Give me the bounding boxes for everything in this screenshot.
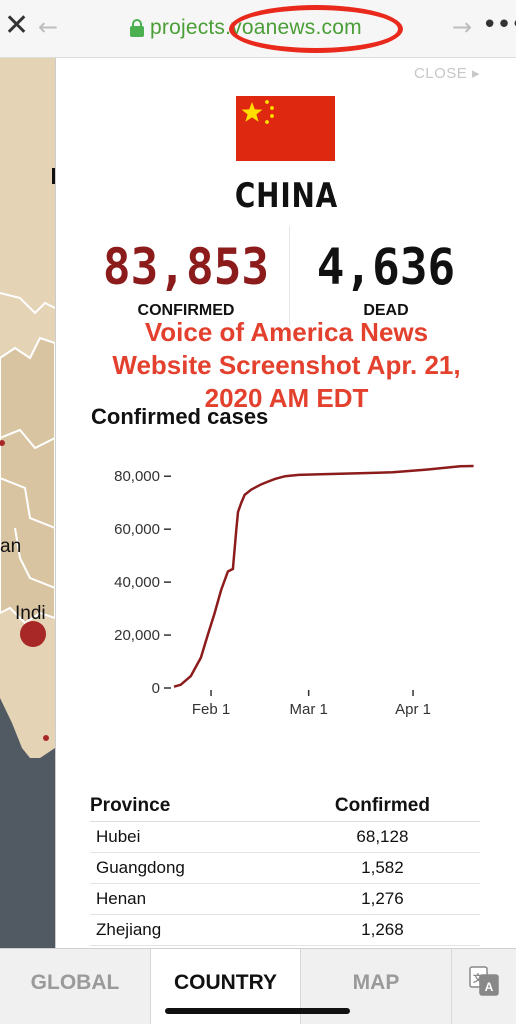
- x-tick-label: Feb 1: [192, 701, 230, 718]
- tab-global[interactable]: GLOBAL: [30, 971, 120, 994]
- flag-star-small: [270, 114, 274, 118]
- map-shapes: [0, 168, 55, 948]
- y-tick-label: 60,000: [114, 521, 160, 538]
- chart-title: Confirmed cases: [91, 404, 269, 429]
- x-axis: Feb 1 Mar 1 Apr 1: [192, 690, 431, 718]
- map-label-an: an: [0, 536, 22, 557]
- y-tick-label: 20,000: [114, 627, 160, 644]
- watermark-line-3: 2020 AM EDT: [204, 383, 369, 413]
- svg-text:文: 文: [473, 972, 484, 985]
- dead-label: DEAD: [363, 302, 409, 319]
- close-icon[interactable]: ✕: [4, 8, 30, 43]
- y-tick-label: 80,000: [114, 468, 160, 485]
- x-tick-label: Mar 1: [289, 701, 327, 718]
- table-row[interactable]: Hubei 68,128: [90, 821, 480, 853]
- confirmed-column-header[interactable]: Confirmed: [284, 791, 480, 822]
- flag-star-small: [265, 120, 269, 124]
- table-row[interactable]: Zhejiang 1,268: [90, 914, 480, 946]
- home-indicator: [165, 1008, 350, 1014]
- y-tick-label: 40,000: [114, 574, 160, 591]
- translate-button[interactable]: A 文: [451, 949, 516, 1024]
- forward-arrow-icon[interactable]: →: [452, 13, 473, 41]
- table-row[interactable]: Guangdong 1,582: [90, 852, 480, 884]
- y-axis: 0 20,000 40,000 60,000 80,000: [114, 468, 171, 697]
- watermark-line-2: Website Screenshot Apr. 21,: [112, 350, 461, 380]
- url-prefix: projects.: [150, 16, 232, 39]
- dead-count: 4,636: [316, 238, 456, 296]
- svg-text:A: A: [485, 980, 494, 994]
- province-table: Province Confirmed Hubei 68,128 Guangdon…: [90, 791, 480, 946]
- country-title: CHINA: [234, 176, 339, 216]
- translate-icon: A 文: [469, 966, 499, 996]
- province-confirmed: 1,582: [284, 852, 480, 884]
- back-arrow-icon[interactable]: ←: [38, 13, 59, 41]
- browser-toolbar: ✕ ← projects.voanews.com → •••: [0, 0, 516, 58]
- flag-star-large: [241, 102, 263, 122]
- y-tick-label: 0: [152, 680, 160, 697]
- tab-map[interactable]: MAP: [352, 971, 400, 994]
- india-marker[interactable]: [20, 621, 46, 647]
- flag-star-small: [265, 100, 269, 104]
- province-name: Hubei: [90, 821, 285, 853]
- close-panel-button[interactable]: CLOSE ▸: [413, 65, 480, 82]
- flag-stars: [241, 100, 274, 124]
- confirmed-cases-chart: 0 20,000 40,000 60,000 80,000 Feb 1 Mar 1 Apr …: [114, 464, 474, 718]
- sri-lanka-marker[interactable]: [43, 735, 49, 741]
- lock-icon: [130, 19, 144, 37]
- screenshot-watermark: Voice of America News Website Screenshot…: [56, 316, 516, 415]
- stats-divider: [289, 226, 290, 326]
- more-options-icon[interactable]: •••: [482, 10, 516, 40]
- highlight-ellipse: [229, 5, 403, 53]
- x-tick-label: Apr 1: [395, 701, 431, 718]
- confirmed-label: CONFIRMED: [137, 302, 235, 319]
- country-panel: CLOSE ▸ CHINA 83,853 4,636 CONFIRMED DEA…: [55, 58, 516, 948]
- province-confirmed: 1,276: [284, 883, 480, 915]
- map-background[interactable]: an Indi: [0, 58, 55, 948]
- province-confirmed: 68,128: [284, 821, 480, 853]
- flag-star-small: [270, 106, 274, 110]
- province-name: Zhejiang: [90, 914, 285, 946]
- region-marker[interactable]: [0, 440, 5, 446]
- watermark-line-1: Voice of America News: [144, 317, 429, 347]
- province-name: Henan: [90, 883, 285, 915]
- china-flag: [236, 96, 335, 161]
- province-name: Guangdong: [90, 852, 285, 884]
- province-column-header[interactable]: Province: [90, 791, 285, 822]
- province-confirmed: 1,268: [284, 914, 480, 946]
- confirmed-count: 83,853: [102, 238, 270, 296]
- confirmed-cases-line: [173, 464, 474, 688]
- table-header-row: Province Confirmed: [90, 791, 480, 822]
- table-row[interactable]: Henan 1,276: [90, 883, 480, 915]
- map-label-india: Indi: [15, 603, 46, 624]
